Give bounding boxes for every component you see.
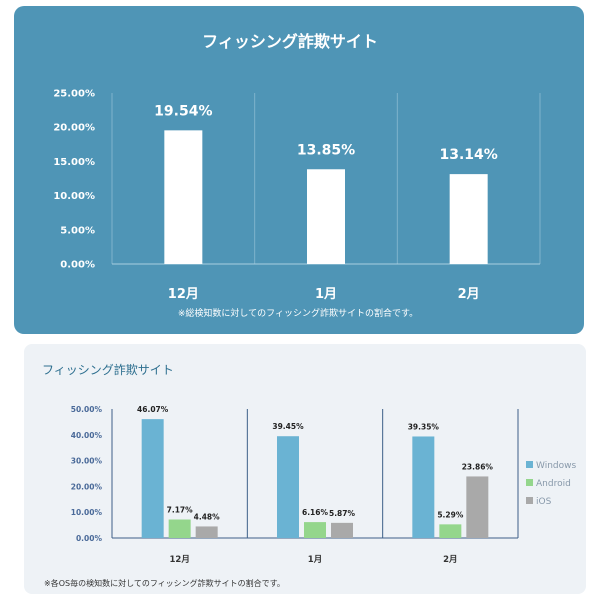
chart2-data-label: 23.86%: [462, 462, 494, 471]
chart2-legend-label: iOS: [536, 497, 552, 507]
chart2-bar-windows: [141, 419, 164, 538]
chart2-data-label: 39.45%: [272, 422, 304, 431]
chart2-bar-ios: [466, 476, 489, 538]
chart1-y-tick-label: 0.00%: [60, 260, 95, 271]
chart1-bar: [164, 130, 203, 264]
chart1-y-tick-label: 15.00%: [53, 157, 95, 168]
chart2-data-label: 6.16%: [302, 508, 329, 517]
chart2-y-tick-label: 40.00%: [71, 431, 103, 440]
chart1-x-tick-label: 12月: [168, 287, 199, 302]
chart2-data-label: 5.87%: [329, 509, 356, 518]
chart1-x-tick-label: 2月: [458, 287, 480, 302]
chart1-title: フィッシング詐欺サイト: [202, 32, 378, 51]
chart2-legend-swatch: [526, 461, 533, 468]
chart1-y-tick-label: 10.00%: [53, 191, 95, 202]
chart1-note: ※総検知数に対してのフィッシング詐欺サイトの割合です。: [178, 307, 418, 319]
chart1-y-tick-label: 20.00%: [53, 123, 95, 134]
chart1-panel: [14, 6, 584, 334]
chart2-note: ※各OS毎の検知数に対してのフィッシング詐欺サイトの割合です。: [44, 578, 285, 588]
chart1-y-tick-label: 25.00%: [53, 89, 95, 100]
chart2-x-tick-label: 12月: [169, 555, 189, 565]
chart2-x-tick-label: 2月: [443, 555, 457, 565]
chart2-data-label: 4.48%: [194, 512, 221, 521]
chart2-data-label: 39.35%: [408, 422, 440, 431]
chart2-bar-android: [439, 524, 462, 538]
chart2-x-tick-label: 1月: [308, 555, 322, 565]
chart1-data-label: 13.14%: [440, 147, 498, 163]
chart2-bar-windows: [412, 436, 435, 538]
chart2-y-tick-label: 10.00%: [71, 508, 103, 517]
chart2-plot: 0.00% 10.00% 20.00% 30.00% 40.00% 50.00% 46.07…: [71, 405, 577, 565]
chart2-legend-swatch: [526, 497, 533, 504]
chart2-bar-ios: [331, 522, 353, 538]
chart1-y-tick-label: 5.00%: [60, 225, 95, 236]
chart1-plot: 0.00% 5.00% 10.00% 15.00% 20.00% 25.00% 19.54%…: [53, 89, 541, 302]
chart2-data-label: 7.17%: [167, 506, 194, 515]
chart2-bar-ios: [195, 526, 218, 538]
chart2-panel: [24, 344, 586, 594]
chart2-bar-windows: [277, 436, 299, 538]
chart2-legend-label: Windows: [536, 461, 576, 471]
chart1-data-label: 19.54%: [154, 103, 212, 119]
chart2-y-tick-label: 50.00%: [71, 405, 103, 414]
chart2-data-label: 46.07%: [137, 405, 169, 414]
chart2-title: フィッシング詐欺サイト: [42, 362, 174, 377]
chart2-bar-android: [304, 522, 326, 538]
chart2-data-label: 5.29%: [437, 510, 464, 519]
chart1-x-tick-label: 1月: [315, 287, 337, 302]
chart2-legend-label: Android: [536, 479, 571, 489]
chart1-bar: [449, 174, 488, 264]
chart1-data-label: 13.85%: [297, 142, 355, 158]
chart2-y-tick-label: 30.00%: [71, 457, 103, 466]
chart2-y-tick-label: 0.00%: [76, 534, 103, 543]
chart2-legend-swatch: [526, 479, 533, 486]
chart2-y-tick-label: 20.00%: [71, 482, 103, 491]
chart2-bar-android: [168, 519, 191, 538]
chart1-bar: [307, 169, 345, 264]
